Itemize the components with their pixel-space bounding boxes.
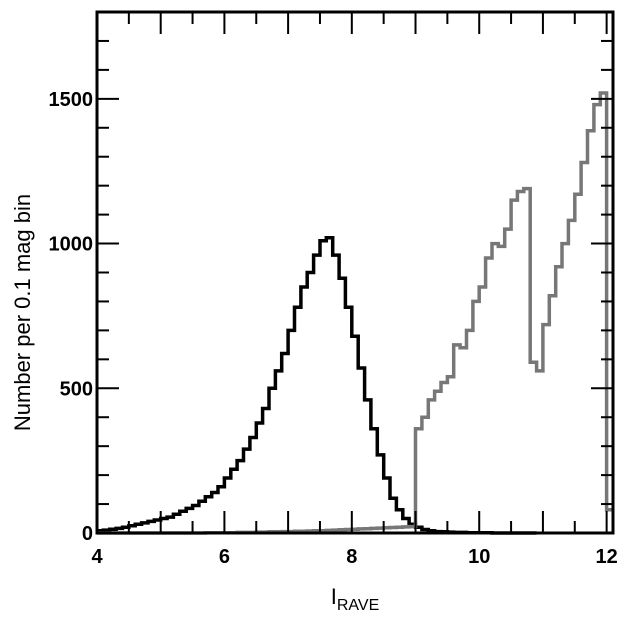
y-tick-label: 0 — [82, 523, 93, 545]
y-tick-label: 1500 — [49, 89, 94, 111]
x-tick-label: 12 — [596, 546, 618, 568]
plot-frame — [95, 10, 615, 535]
x-axis-label-main: I — [331, 584, 337, 609]
y-axis-label: Number per 0.1 mag bin — [10, 194, 35, 431]
x-tick-label: 6 — [219, 546, 230, 568]
series-2-line — [97, 91, 613, 535]
tick-labels: 4 6 8 10 12 0 500 1000 1500 — [49, 89, 618, 568]
y-tick-label: 500 — [60, 378, 93, 400]
y-tick-label: 1000 — [49, 234, 94, 256]
axis-ticks — [96, 11, 613, 534]
series-1-line — [97, 236, 537, 535]
x-tick-label: 8 — [346, 546, 357, 568]
plot-area — [97, 91, 613, 535]
x-axis-label-subscript: RAVE — [337, 597, 379, 614]
x-tick-label: 4 — [91, 546, 103, 568]
x-tick-label: 10 — [468, 546, 490, 568]
x-axis-label: IRAVE — [331, 584, 380, 614]
